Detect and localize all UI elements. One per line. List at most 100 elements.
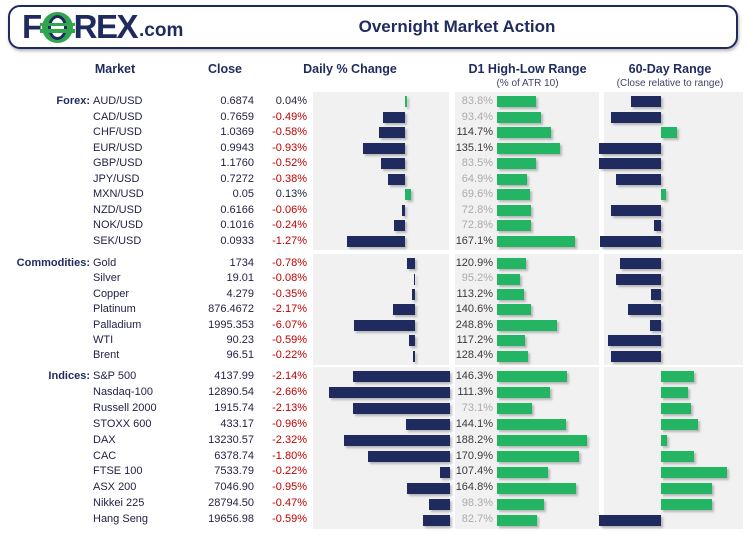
close-value: 4.279 xyxy=(226,287,254,300)
range60-bar xyxy=(611,204,661,216)
close-value: 19656.98 xyxy=(208,513,254,526)
d1-range-bar xyxy=(497,127,551,139)
d1-range-value: 113.2% xyxy=(456,287,494,300)
d1-range-bar xyxy=(497,450,579,462)
close-value: 96.51 xyxy=(226,349,254,362)
market-name: AUD/USD xyxy=(93,95,143,107)
logo-globe-inner-ring xyxy=(47,14,67,40)
d1-range-value: 107.4% xyxy=(455,465,493,478)
market-name: GBP/USD xyxy=(93,157,143,169)
column-header-60day-range: 60-Day Range xyxy=(628,62,712,76)
daily-change-bar xyxy=(382,111,405,123)
daily-change-bar xyxy=(381,158,405,170)
d1-range-value: 111.3% xyxy=(457,385,493,398)
close-value: 0.9943 xyxy=(220,141,254,154)
daily-change-bar xyxy=(378,127,405,139)
d1-range-value: 135.1% xyxy=(455,141,493,154)
daily-change-bar xyxy=(362,142,405,154)
logo-letters-rex: REX xyxy=(73,8,139,45)
close-value: 1734 xyxy=(229,257,254,269)
market-name: CHF/USD xyxy=(93,126,142,138)
range60-bar xyxy=(611,350,661,362)
close-value: 0.05 xyxy=(232,188,254,200)
daily-change-bar xyxy=(405,96,407,108)
d1-range-value: 93.4% xyxy=(461,110,493,123)
daily-pct-value: -6.07% xyxy=(272,318,307,331)
d1-range-bar xyxy=(497,111,541,123)
daily-pct-value: -0.93% xyxy=(272,141,307,154)
section-label-forex: Forex: xyxy=(56,95,90,107)
d1-range-bar xyxy=(497,158,536,170)
d1-range-bar xyxy=(497,319,557,331)
daily-pct-value: -0.49% xyxy=(272,110,307,123)
d1-range-bar xyxy=(497,204,531,216)
section-label-indices: Indices: xyxy=(48,370,90,382)
daily-pct-value: -2.66% xyxy=(272,385,307,398)
d1-range-bar xyxy=(497,435,587,447)
daily-change-bar xyxy=(413,273,415,285)
range60-bar xyxy=(651,289,661,300)
d1-range-value: 69.6% xyxy=(461,188,493,200)
d1-range-value: 64.9% xyxy=(461,172,493,185)
close-value: 1915.74 xyxy=(214,401,254,414)
market-name: STOXX 600 xyxy=(93,417,152,430)
close-value: 1.1760 xyxy=(220,157,254,169)
range60-panel-commodities xyxy=(604,254,743,365)
close-value: 4137.99 xyxy=(214,370,254,382)
d1-range-value: 164.8% xyxy=(455,481,493,494)
d1-range-value: 188.2% xyxy=(455,433,493,446)
daily-pct-value: -0.78% xyxy=(272,257,307,269)
d1-range-bar xyxy=(497,273,520,285)
d1-range-value: 83.8% xyxy=(461,95,493,107)
market-name: DAX xyxy=(93,433,116,446)
d1-range-value: 120.9% xyxy=(455,257,493,269)
daily-change-bar xyxy=(439,466,450,478)
market-name: Palladium xyxy=(93,318,142,331)
logo-globe-icon xyxy=(39,11,75,43)
close-value: 433.17 xyxy=(220,417,254,430)
range60-bar xyxy=(661,450,694,462)
close-value: 0.7272 xyxy=(220,172,254,185)
logo-suffix-com: .com xyxy=(139,19,184,41)
range60-bar xyxy=(661,466,727,478)
d1-range-value: 98.3% xyxy=(461,497,493,510)
daily-pct-value: -0.24% xyxy=(272,219,307,231)
daily-change-bar xyxy=(347,235,405,247)
daily-change-bar xyxy=(354,319,415,331)
d1-range-bar xyxy=(497,335,526,347)
daily-pct-value: -0.08% xyxy=(272,272,307,285)
close-value: 1995.353 xyxy=(208,318,254,331)
daily-change-bar xyxy=(412,350,415,362)
market-name: Brent xyxy=(93,349,120,362)
d1-range-value: 73.1% xyxy=(461,401,493,414)
close-value: 6378.74 xyxy=(214,449,254,462)
logo-globe-bar xyxy=(39,29,75,33)
range60-bar xyxy=(627,304,661,316)
d1-range-value: 144.1% xyxy=(455,417,493,430)
d1-range-bar xyxy=(497,235,576,247)
market-name: Platinum xyxy=(93,303,136,316)
daily-change-bar xyxy=(394,220,405,232)
range60-bar xyxy=(599,514,661,526)
daily-pct-value: -0.58% xyxy=(272,126,307,138)
range60-bar xyxy=(611,111,661,123)
daily-pct-value: -0.96% xyxy=(272,417,307,430)
d1-range-bar xyxy=(497,514,537,526)
market-name: NOK/USD xyxy=(93,219,144,231)
daily-change-bar xyxy=(406,482,450,494)
daily-pct-value: -1.80% xyxy=(272,449,307,462)
market-name: CAC xyxy=(93,449,117,462)
daily-pct-value: -2.14% xyxy=(272,370,307,382)
d1-range-value: 82.7% xyxy=(461,513,493,526)
close-value: 1.0369 xyxy=(220,126,254,138)
d1-range-bar xyxy=(497,258,527,270)
daily-pct-value: -0.52% xyxy=(272,157,307,169)
d1-range-bar xyxy=(497,173,528,185)
range60-bar xyxy=(661,387,688,399)
daily-change-bar xyxy=(328,387,450,399)
range60-bar xyxy=(661,127,677,139)
market-name: FTSE 100 xyxy=(93,465,143,478)
close-value: 12890.54 xyxy=(208,385,254,398)
market-name: MXN/USD xyxy=(93,188,144,200)
daily-change-bar xyxy=(409,335,415,347)
